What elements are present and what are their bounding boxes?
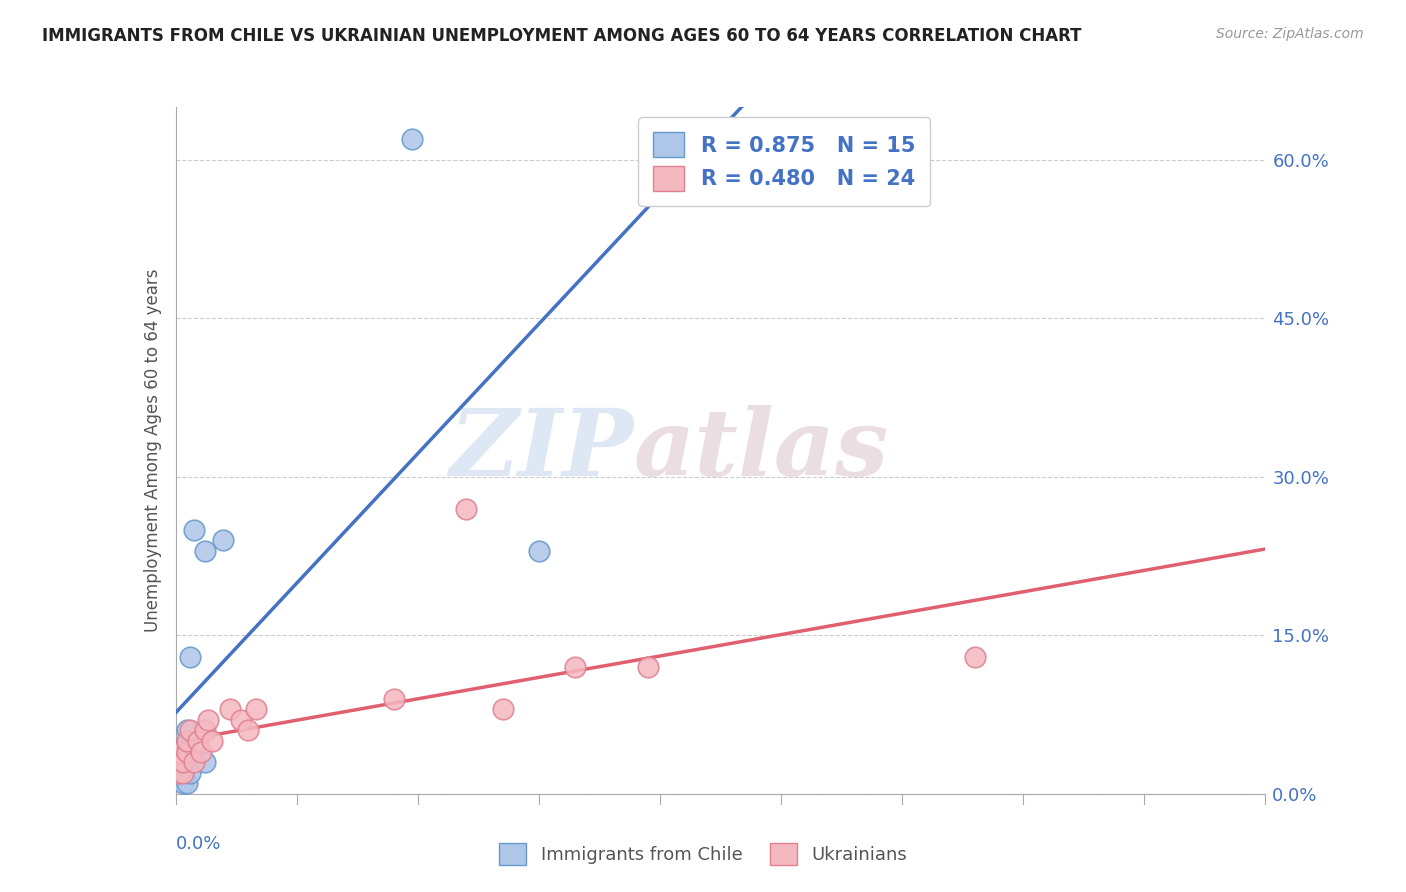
Point — [176, 723, 198, 738]
Point — [382, 691, 405, 706]
Point — [172, 765, 194, 780]
Y-axis label: Unemployment Among Ages 60 to 64 years: Unemployment Among Ages 60 to 64 years — [143, 268, 162, 632]
Point — [238, 723, 260, 738]
Point — [456, 501, 478, 516]
Point — [197, 713, 219, 727]
Point — [212, 533, 235, 548]
Point — [190, 745, 212, 759]
Point — [201, 734, 224, 748]
Point — [527, 544, 550, 558]
Point — [183, 523, 205, 537]
Text: Source: ZipAtlas.com: Source: ZipAtlas.com — [1216, 27, 1364, 41]
Point — [194, 755, 217, 769]
Point — [172, 755, 194, 769]
Point — [176, 745, 198, 759]
Text: 0.0%: 0.0% — [176, 835, 221, 853]
Point — [172, 776, 194, 790]
Point — [637, 660, 659, 674]
Point — [564, 660, 586, 674]
Point — [172, 755, 194, 769]
Point — [179, 723, 201, 738]
Point — [401, 132, 423, 146]
Point — [169, 755, 191, 769]
Point — [492, 702, 515, 716]
Point — [194, 544, 217, 558]
Text: ZIP: ZIP — [449, 406, 633, 495]
Point — [194, 723, 217, 738]
Point — [179, 765, 201, 780]
Point — [176, 776, 198, 790]
Point — [169, 745, 191, 759]
Point — [176, 734, 198, 748]
Point — [186, 734, 209, 748]
Text: atlas: atlas — [633, 406, 889, 495]
Text: IMMIGRANTS FROM CHILE VS UKRAINIAN UNEMPLOYMENT AMONG AGES 60 TO 64 YEARS CORREL: IMMIGRANTS FROM CHILE VS UKRAINIAN UNEMP… — [42, 27, 1081, 45]
Point — [963, 649, 986, 664]
Point — [231, 713, 253, 727]
Legend: R = 0.875   N = 15, R = 0.480   N = 24: R = 0.875 N = 15, R = 0.480 N = 24 — [638, 118, 929, 206]
Point — [245, 702, 267, 716]
Point — [169, 745, 191, 759]
Point — [169, 765, 191, 780]
Point — [183, 755, 205, 769]
Point — [219, 702, 242, 716]
Point — [169, 765, 191, 780]
Point — [179, 649, 201, 664]
Point — [176, 734, 198, 748]
Legend: Immigrants from Chile, Ukrainians: Immigrants from Chile, Ukrainians — [491, 834, 915, 874]
